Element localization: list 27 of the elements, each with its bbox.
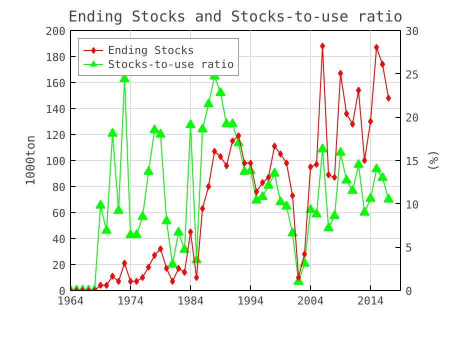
x-tick-label: 1994 (237, 294, 264, 308)
y2-tick-label: 5 (406, 242, 412, 255)
y2-tick-label: 25 (406, 68, 419, 82)
y2-tick-label: 15 (406, 155, 419, 168)
y-tick-label: 120 (46, 129, 66, 142)
legend-label: Stocks-to-use ratio (108, 57, 234, 71)
y-axis-title: 1000ton (24, 135, 38, 186)
y2-tick-label: 30 (406, 25, 419, 38)
x-tick-label: 1974 (117, 294, 144, 308)
y-tick-label: 80 (52, 181, 66, 194)
x-tick-label: 2014 (357, 294, 384, 308)
y-tick-label: 40 (52, 233, 66, 246)
y-tick-label: 20 (52, 259, 66, 272)
y-tick-label: 180 (46, 51, 66, 64)
chart-title: Ending Stocks and Stocks-to-use ratio (68, 8, 403, 26)
x-tick-label: 1984 (177, 294, 204, 308)
y2-tick-label: 20 (406, 112, 419, 125)
y-tick-label: 60 (52, 207, 66, 220)
y2-axis-title: (%) (426, 150, 441, 172)
y-tick-label: 200 (46, 25, 66, 38)
legend-label: Ending Stocks (108, 43, 194, 57)
x-tick-label: 2004 (297, 294, 324, 308)
y-tick-label: 140 (46, 103, 66, 116)
y-tick-label: 160 (46, 77, 66, 90)
y2-tick-label: 10 (406, 198, 419, 212)
y2-tick-label: 0 (406, 285, 412, 298)
y-tick-label: 100 (46, 155, 66, 168)
